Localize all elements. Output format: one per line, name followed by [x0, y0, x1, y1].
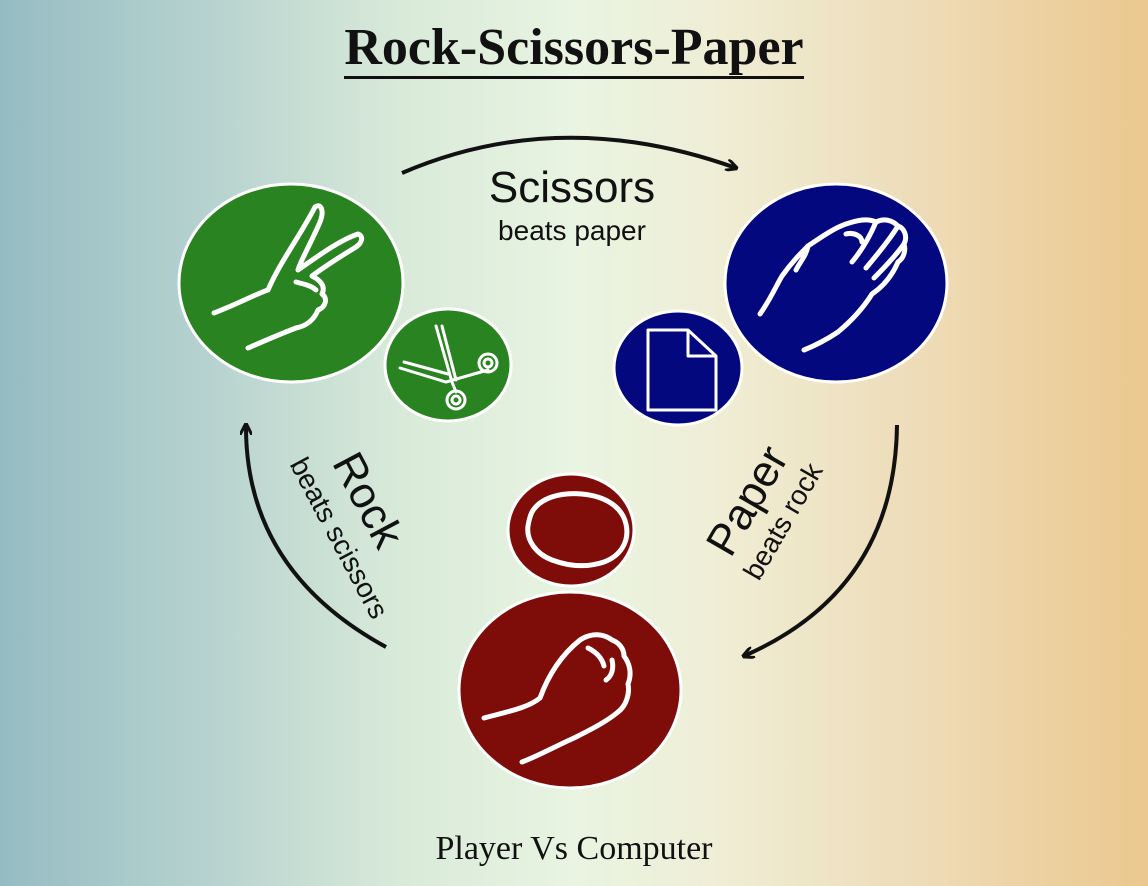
open-hand-icon	[757, 217, 909, 353]
paper-label: Paper beats rock	[697, 438, 829, 585]
arrow-scissors-to-paper	[401, 135, 736, 175]
rock-label: Rock beats scissors	[284, 444, 414, 623]
page-title: Rock-Scissors-Paper	[0, 18, 1148, 79]
document-icon	[646, 328, 718, 412]
scissors-rule: beats paper	[498, 215, 646, 246]
rock-small-button[interactable]	[506, 472, 636, 588]
rock-choice-button[interactable]	[457, 590, 683, 790]
paper-choice-button[interactable]	[723, 182, 949, 384]
scissors-choice-button[interactable]	[177, 182, 405, 384]
scissors-label: Scissors beats paper	[489, 163, 655, 246]
paper-small-button[interactable]	[612, 309, 744, 427]
scissors-small-button[interactable]	[383, 307, 513, 423]
scissors-name: Scissors	[489, 163, 655, 212]
arrow-paper-to-rock	[744, 424, 899, 656]
arrow-rock-to-scissors	[246, 425, 387, 649]
fist-icon	[481, 632, 633, 765]
rock-icon	[525, 491, 630, 569]
page-title-text: Rock-Scissors-Paper	[344, 19, 804, 79]
scissors-icon	[398, 324, 499, 411]
peace-sign-hand-icon	[211, 203, 365, 351]
game-mode-caption: Player Vs Computer	[435, 830, 713, 867]
